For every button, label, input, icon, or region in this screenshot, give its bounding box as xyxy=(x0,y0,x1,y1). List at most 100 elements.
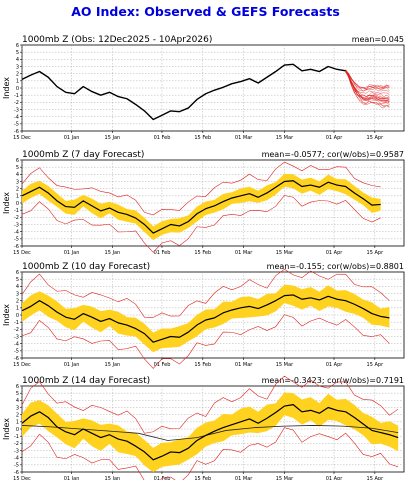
x-tick-label: 01 Apr xyxy=(326,250,344,256)
x-tick-label: 01 Jan xyxy=(64,135,80,141)
y-tick-label: -5 xyxy=(14,463,19,469)
x-tick-label: 15 Feb xyxy=(194,135,211,141)
y-tick-label: 6 xyxy=(16,43,19,49)
x-tick-label: 15 Apr xyxy=(367,476,385,480)
x-tick-label: 01 Apr xyxy=(326,476,344,480)
y-tick-label: 1 xyxy=(16,79,19,85)
y-axis-label: Index xyxy=(2,77,11,99)
x-tick-label: 15 Feb xyxy=(194,362,211,368)
x-tick-label: 01 Mar xyxy=(235,250,253,256)
y-tick-label: -1 xyxy=(14,208,19,214)
y-tick-label: 0 xyxy=(16,427,19,433)
ensemble-member-line xyxy=(345,69,390,102)
y-tick-label: 0 xyxy=(16,86,19,92)
y-tick-label: 3 xyxy=(16,405,19,411)
envelope-line xyxy=(21,195,381,253)
ensemble-member-line xyxy=(345,72,390,102)
x-tick-label: 01 Mar xyxy=(235,362,253,368)
y-tick-label: 3 xyxy=(16,64,19,70)
ensemble-member-line xyxy=(345,71,390,98)
x-tick-label: 15 Jan xyxy=(105,250,121,256)
x-tick-label: 15 Mar xyxy=(276,135,294,141)
y-tick-label: 5 xyxy=(16,50,19,56)
x-tick-label: 15 Dec xyxy=(13,476,31,480)
panel-fc14: 1000mb Z (14 day Forecast) mean=-0.3423; … xyxy=(2,375,405,480)
y-tick-label: 5 xyxy=(16,277,19,283)
panel-fc7: 1000mb Z (7 day Forecast) mean=-0.0577; c… xyxy=(2,150,405,256)
y-tick-label: 6 xyxy=(16,270,19,276)
x-tick-label: 15 Dec xyxy=(13,135,31,141)
y-tick-label: -3 xyxy=(14,334,19,340)
y-tick-label: -5 xyxy=(14,237,19,243)
y-tick-label: -5 xyxy=(14,122,19,128)
y-tick-label: -1 xyxy=(14,93,19,99)
x-tick-label: 01 Feb xyxy=(154,250,171,256)
panel-stats: mean=-0.0577; cor(w/obs)=0.9587 xyxy=(262,150,404,159)
y-tick-label: 4 xyxy=(16,57,19,63)
y-tick-label: -3 xyxy=(14,448,19,454)
panel-observed: 1000mb Z (Obs: 12Dec2025 - 10Apr2026) mea… xyxy=(2,35,405,141)
y-tick-label: 4 xyxy=(16,284,19,290)
figure-title: AO Index: Observed & GEFS Forecasts xyxy=(71,4,340,19)
spread-band xyxy=(22,392,399,473)
panel-fc10: 1000mb Z (10 day Forecast) mean=-0.155; c… xyxy=(2,262,405,369)
x-tick-label: 15 Jan xyxy=(105,476,121,480)
y-tick-label: 2 xyxy=(16,298,19,304)
y-tick-label: 3 xyxy=(16,291,19,297)
ensemble-member-line xyxy=(345,70,390,108)
observed-line xyxy=(21,404,399,461)
y-tick-label: 2 xyxy=(16,71,19,77)
y-tick-label: 0 xyxy=(16,201,19,207)
panel-title: 1000mb Z (14 day Forecast) xyxy=(22,376,150,386)
y-tick-label: 4 xyxy=(16,398,19,404)
y-tick-label: 1 xyxy=(16,306,19,312)
y-tick-label: -3 xyxy=(14,222,19,228)
y-tick-label: -6 xyxy=(14,470,19,476)
y-tick-label: -6 xyxy=(14,129,19,135)
x-tick-label: 15 Apr xyxy=(367,250,385,256)
x-tick-label: 15 Feb xyxy=(194,476,211,480)
y-axis-label: Index xyxy=(2,304,11,326)
envelope-line xyxy=(21,427,399,480)
panel-title: 1000mb Z (Obs: 12Dec2025 - 10Apr2026) xyxy=(22,35,212,45)
y-tick-label: 5 xyxy=(16,165,19,171)
x-tick-label: 15 Apr xyxy=(367,135,385,141)
y-tick-label: 0 xyxy=(16,313,19,319)
x-tick-label: 01 Feb xyxy=(154,362,171,368)
y-tick-label: -2 xyxy=(14,100,19,106)
spread-band xyxy=(22,284,390,353)
y-tick-label: -1 xyxy=(14,320,19,326)
y-tick-label: -2 xyxy=(14,215,19,221)
x-tick-label: 01 Mar xyxy=(235,476,253,480)
x-tick-label: 15 Jan xyxy=(105,135,121,141)
x-tick-label: 15 Mar xyxy=(276,250,294,256)
panel-stats: mean=0.045 xyxy=(352,35,404,44)
x-tick-label: 15 Jan xyxy=(105,362,121,368)
y-tick-label: -6 xyxy=(14,244,19,250)
y-tick-label: 2 xyxy=(16,412,19,418)
envelope-line xyxy=(21,268,390,318)
y-tick-label: -3 xyxy=(14,107,19,113)
x-tick-label: 01 Apr xyxy=(326,362,344,368)
x-tick-label: 01 Jan xyxy=(64,250,80,256)
x-tick-label: 15 Feb xyxy=(194,250,211,256)
panel-stats: mean=-0.155; cor(w/obs)=0.8801 xyxy=(267,262,404,271)
x-tick-label: 01 Jan xyxy=(64,476,80,480)
y-tick-label: 4 xyxy=(16,172,19,178)
spread-band xyxy=(22,173,381,241)
x-tick-label: 01 Jan xyxy=(64,362,80,368)
y-axis-label: Index xyxy=(2,418,11,440)
y-tick-label: 1 xyxy=(16,420,19,426)
observed-line xyxy=(21,63,346,121)
ensemble-member-line xyxy=(345,71,390,95)
y-tick-label: 1 xyxy=(16,194,19,200)
panel-title: 1000mb Z (7 day Forecast) xyxy=(22,150,144,160)
y-tick-label: 2 xyxy=(16,186,19,192)
ensemble-member-line xyxy=(345,70,390,90)
y-tick-label: -5 xyxy=(14,349,19,355)
y-tick-label: 3 xyxy=(16,179,19,185)
y-tick-label: -4 xyxy=(14,341,19,347)
y-tick-label: -2 xyxy=(14,327,19,333)
